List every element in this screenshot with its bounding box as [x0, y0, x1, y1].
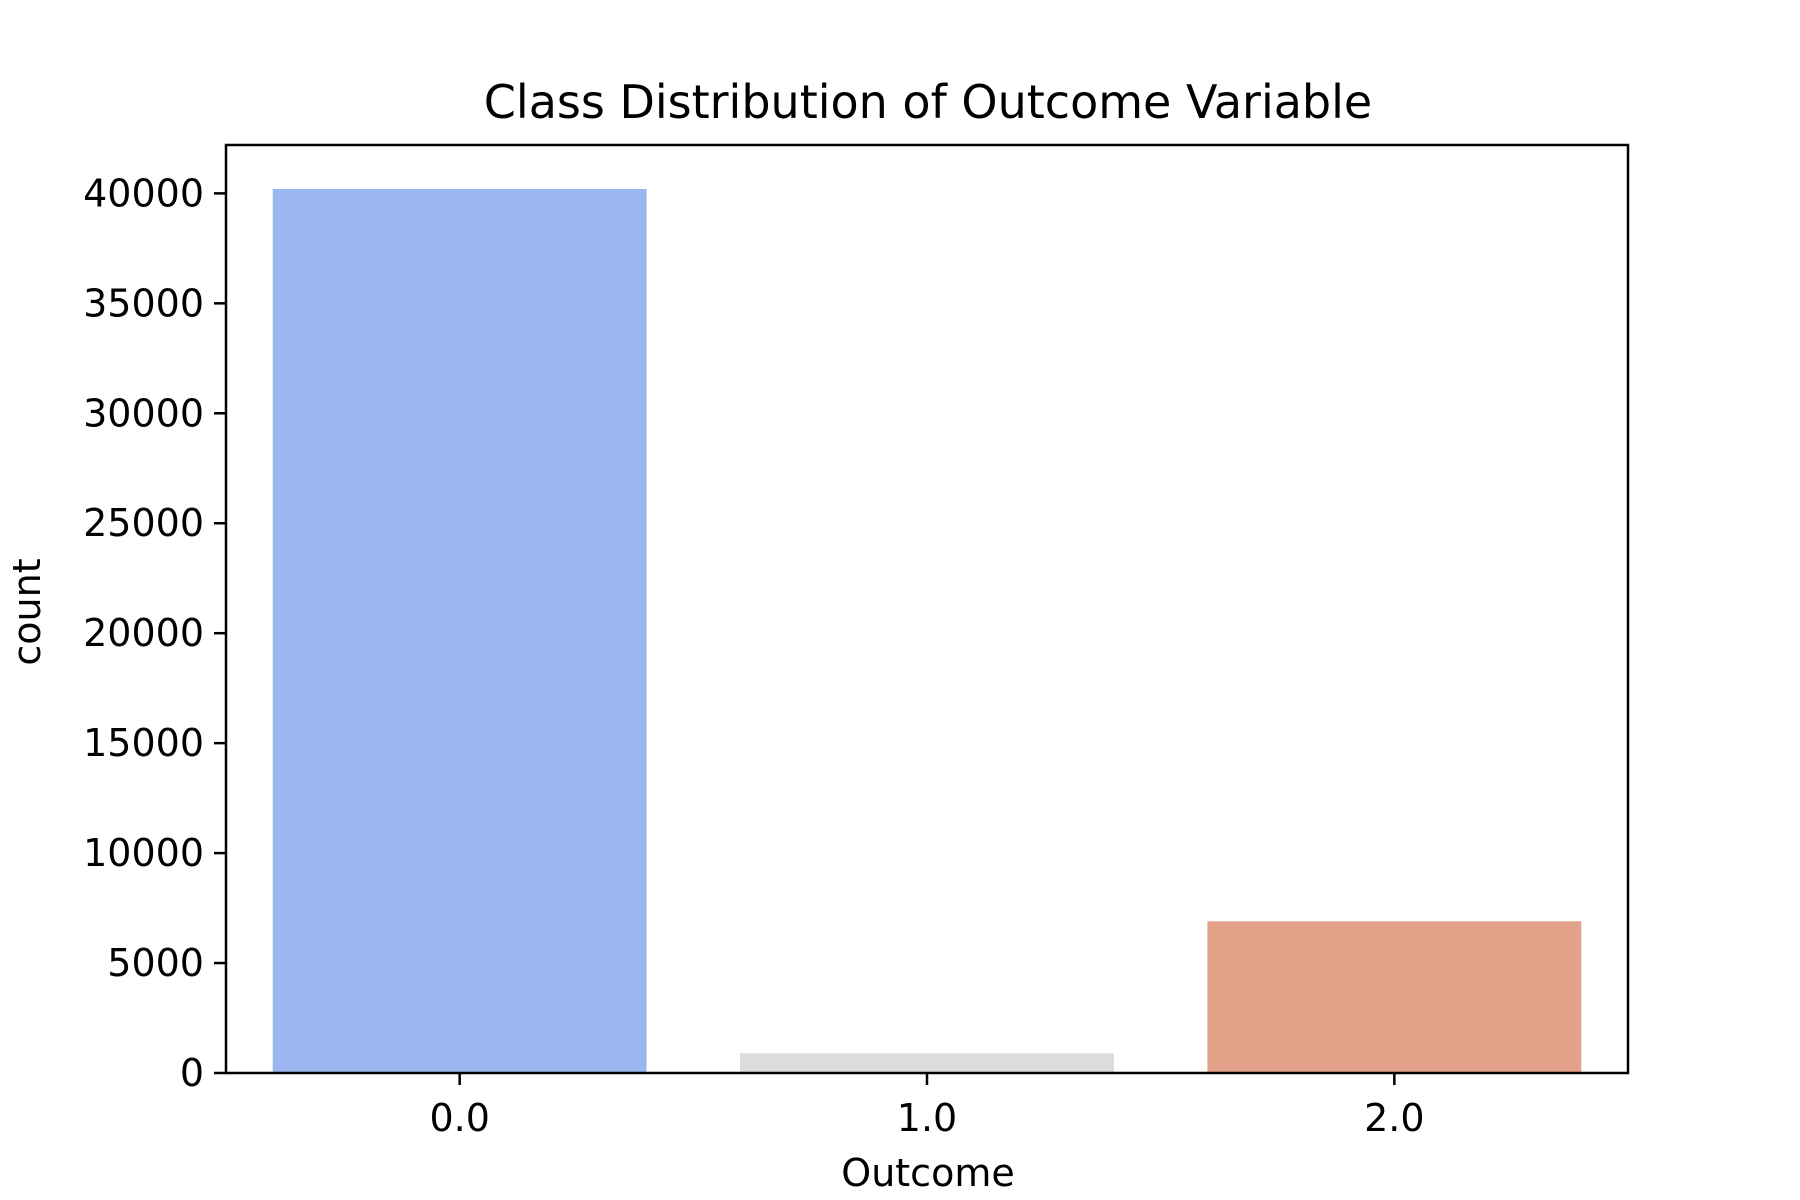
chart-title: Class Distribution of Outcome Variable: [484, 75, 1372, 129]
y-tick-label: 0: [180, 1051, 204, 1095]
x-axis: 0.0 1.0 2.0: [429, 1073, 1425, 1140]
bar-2.0: [1207, 921, 1582, 1073]
x-tick-label: 2.0: [1364, 1096, 1424, 1140]
bar-0.0: [272, 188, 647, 1073]
y-tick-label: 30000: [83, 391, 204, 435]
plot-frame: [224, 143, 1630, 1075]
y-tick-label: 35000: [83, 281, 204, 325]
x-tick-label: 0.0: [429, 1096, 489, 1140]
y-tick-label: 25000: [83, 501, 204, 545]
y-tick-label: 40000: [83, 171, 204, 215]
y-tick-label: 10000: [83, 831, 204, 875]
x-axis-label: Outcome: [841, 1151, 1014, 1195]
bars-group: [272, 188, 1582, 1073]
x-tick-label: 1.0: [897, 1096, 957, 1140]
y-tick-label: 15000: [83, 721, 204, 765]
y-axis-label: count: [5, 558, 49, 665]
y-tick-label: 20000: [83, 611, 204, 655]
y-tick-label: 5000: [107, 941, 204, 985]
bar-1.0: [740, 1053, 1114, 1073]
y-axis: 0 5000 10000 15000 20000 25000 30000 35000 40000: [83, 171, 226, 1095]
